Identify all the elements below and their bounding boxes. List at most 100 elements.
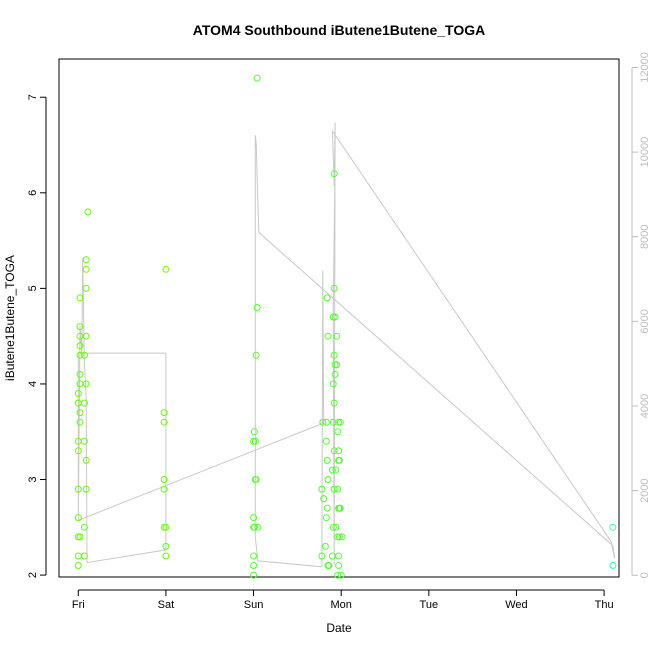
y-tick-label: 7 xyxy=(27,94,39,100)
data-point xyxy=(80,399,88,407)
data-point xyxy=(74,390,82,397)
x-tick-label: Fri xyxy=(72,599,85,611)
data-points xyxy=(74,74,617,579)
data-point xyxy=(318,485,326,493)
x-tick-label: Mon xyxy=(330,599,351,611)
data-point xyxy=(251,437,259,445)
data-point xyxy=(162,542,170,550)
data-point xyxy=(76,409,84,417)
data-point xyxy=(250,552,258,560)
y2-tick-label: 4000 xyxy=(639,394,650,418)
data-point xyxy=(82,456,90,464)
data-point xyxy=(80,351,88,359)
data-point xyxy=(76,533,84,541)
data-point xyxy=(334,485,342,493)
data-point xyxy=(160,409,168,417)
x-tick-label: Tue xyxy=(420,599,439,611)
data-point xyxy=(330,485,338,493)
data-point xyxy=(250,514,258,522)
data-point xyxy=(331,370,339,378)
plot-frame xyxy=(58,58,620,578)
data-point xyxy=(332,523,340,531)
data-point xyxy=(82,380,90,388)
data-point xyxy=(253,304,261,311)
data-point xyxy=(330,284,338,292)
y2-tick-label: 0 xyxy=(639,572,650,578)
x-tick-label: Thu xyxy=(595,599,614,611)
data-point xyxy=(331,313,339,321)
x-tick-label: Sat xyxy=(158,599,175,611)
data-point xyxy=(319,418,327,426)
data-point xyxy=(76,342,84,350)
data-point xyxy=(162,265,170,273)
x-axis: Fri Sat Sun Mon Tue Wed Thu xyxy=(72,589,614,611)
y2-tick-label: 8000 xyxy=(639,225,650,249)
y2-tick-label: 2000 xyxy=(639,478,650,502)
data-point xyxy=(252,351,260,359)
data-point xyxy=(250,562,258,569)
data-point xyxy=(323,294,331,302)
data-point xyxy=(160,476,168,483)
data-point xyxy=(335,456,343,464)
y-tick-label: 3 xyxy=(27,476,39,482)
data-point xyxy=(321,542,329,550)
x-tick-label: Wed xyxy=(505,599,527,611)
data-point xyxy=(76,370,84,378)
y2-tick-label: 12000 xyxy=(639,52,650,83)
data-point xyxy=(323,504,331,512)
chart-title: ATOM4 Southbound iButene1Butene_TOGA xyxy=(193,22,485,38)
data-point xyxy=(333,332,341,340)
data-point xyxy=(74,447,82,455)
data-point xyxy=(323,456,331,464)
data-point xyxy=(328,466,336,474)
data-point xyxy=(334,571,342,579)
data-point xyxy=(74,562,82,569)
series-line xyxy=(77,122,616,568)
data-point xyxy=(335,447,343,455)
data-point xyxy=(74,514,82,522)
data-point xyxy=(322,437,330,445)
data-point xyxy=(330,170,338,178)
data-point xyxy=(76,351,84,359)
data-point xyxy=(74,552,82,560)
data-point xyxy=(74,485,82,493)
data-point xyxy=(320,495,328,503)
data-point xyxy=(253,74,261,82)
x-tick-label: Sun xyxy=(244,599,264,611)
series-line-path xyxy=(77,122,616,568)
y-axis-right: 0 2000 4000 6000 8000 10000 12000 xyxy=(631,52,650,578)
data-point xyxy=(160,485,168,493)
data-point xyxy=(250,571,258,579)
data-point xyxy=(76,294,84,302)
data-point xyxy=(329,523,337,531)
data-point xyxy=(82,485,90,493)
data-point xyxy=(337,571,345,579)
data-point xyxy=(609,523,617,531)
data-point xyxy=(160,523,168,531)
data-point xyxy=(330,351,338,359)
data-point xyxy=(330,447,338,455)
data-point xyxy=(82,256,90,264)
x-axis-label: Date xyxy=(326,621,352,635)
data-point xyxy=(329,418,337,426)
y-tick-label: 4 xyxy=(27,381,39,387)
data-point xyxy=(82,332,90,340)
data-point xyxy=(324,476,332,483)
data-point xyxy=(322,514,330,522)
data-point xyxy=(250,428,258,436)
data-point xyxy=(162,552,170,560)
data-point xyxy=(338,533,346,541)
data-point xyxy=(160,418,168,426)
data-point xyxy=(250,523,258,531)
data-point xyxy=(76,418,84,426)
data-point xyxy=(335,533,343,541)
y-tick-label: 6 xyxy=(27,190,39,196)
data-point xyxy=(335,562,343,569)
data-point xyxy=(80,552,88,560)
y2-tick-label: 6000 xyxy=(639,309,650,333)
data-point xyxy=(82,284,90,292)
data-point xyxy=(80,523,88,531)
data-point xyxy=(254,523,262,531)
data-point xyxy=(334,428,342,436)
